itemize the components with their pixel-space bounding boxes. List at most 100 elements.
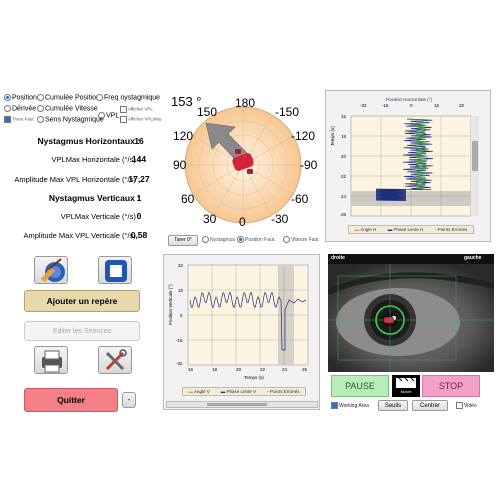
radio-nystagmus[interactable]: Nystagmus [202, 236, 235, 243]
vert-scrollbar[interactable] [166, 401, 318, 408]
print-button[interactable] [34, 346, 68, 374]
option-cumulee-vitesse[interactable]: Cumulée Vitesse [37, 105, 98, 112]
polar-label-minus60: -60 [291, 192, 309, 206]
vert-chart-xlabel: Temps (s) [244, 375, 264, 380]
horiz-xtick: -16 [382, 103, 389, 108]
vert-ytick: -32 [176, 361, 183, 366]
horiz-ytick: 22 [341, 174, 347, 179]
legend-item: ▬ Phase Lente V [220, 389, 257, 394]
checkbox-trace-faut[interactable]: Trace Faut [4, 116, 34, 123]
minus-button[interactable]: - [122, 392, 136, 408]
vert-xtick: 20 [236, 367, 242, 372]
amplitude-horizontale-value: 17,27 [128, 174, 150, 184]
vert-legend: ▬ Angle V ▬ Phase Lente V ▪ Points Erron… [182, 387, 306, 396]
seuils-button[interactable]: Seuils [378, 400, 408, 411]
horiz-ytick: 20 [341, 154, 347, 159]
ajouter-repere-button[interactable]: Ajouter un repère [24, 290, 140, 312]
vplmax-verticale-value: 0 [136, 211, 142, 221]
polar-label-0: 0 [239, 215, 246, 229]
radio-position-faut[interactable]: Position Faut. [237, 236, 276, 243]
horiz-ytick: 26 [341, 212, 347, 217]
legend-item: ▪ Points Erronés [434, 227, 468, 232]
eye-video [328, 264, 494, 372]
vertical-chart-panel: Position Verticale (°) Temps (s) 32 16 0… [163, 254, 320, 410]
settings-button[interactable] [98, 346, 132, 374]
stop-button[interactable]: STOP [422, 375, 480, 397]
quitter-button[interactable]: Quitter [24, 388, 118, 412]
amplitude-horizontale-label: Amplitude Max VPL Horizontale (°/s) : [14, 175, 140, 184]
vert-ytick: 0 [180, 313, 183, 318]
clear-button[interactable] [34, 256, 68, 284]
horiz-xtick: -32 [360, 103, 367, 108]
amplitude-verticale-label: Amplitude Max VPL Verticale (°/s) : [23, 231, 140, 240]
option-sens-nystagmique[interactable]: Sens Nystagmique [37, 116, 104, 123]
vert-ytick: 32 [178, 263, 184, 268]
legend-item: ▪ Points Erronés [267, 389, 300, 394]
vert-ytick: -16 [176, 338, 183, 343]
scrollbar-thumb[interactable] [207, 403, 267, 406]
radio-icon [98, 112, 105, 119]
horizontal-chart-panel: Position Horizontale (°) Temps (s) -32 -… [325, 90, 491, 242]
horiz-xtick: 16 [434, 103, 440, 108]
radio-icon [37, 116, 44, 123]
radio-icon [96, 94, 103, 101]
option-vpl[interactable]: VPL [98, 112, 119, 119]
checkbox-video[interactable]: Vidéo [456, 402, 477, 409]
horiz-chart [350, 115, 479, 217]
polar-label-minus120: -120 [291, 129, 316, 143]
radio-icon [37, 105, 44, 112]
vplmax-horizontale-value: 144 [131, 154, 147, 164]
centrer-button[interactable]: Centrer [412, 400, 448, 411]
checkbox-working-area[interactable]: Working Area [331, 402, 369, 409]
vert-ytick: 16 [178, 288, 184, 293]
option-freq-nystagmique[interactable]: Freq nystagmique [96, 94, 160, 101]
editer-seances-button[interactable]: Editer les Seances [24, 321, 140, 341]
vplmax-horizontale-label: VPLMax Horizontale (°/s) : [51, 155, 140, 164]
tarer-button[interactable]: Tarer 0° [168, 235, 198, 246]
radio-icon [4, 105, 11, 112]
video-panel: droite gauche [328, 254, 494, 372]
nystagmus-verticaux-value: 1 [136, 193, 142, 203]
legend-item: ▬ Angle V [188, 389, 210, 394]
radio-icon [37, 94, 44, 101]
movie-logo: Movie [392, 375, 420, 397]
checkbox-icon [456, 402, 463, 409]
polar-label-180: 180 [235, 96, 256, 110]
horiz-chart-title: Position Horizontale (°) [386, 97, 433, 102]
horiz-legend: ▬ Angle H ▬ Phase Lente H ▪ Points Erron… [348, 225, 474, 234]
horiz-ytick: 16 [341, 114, 347, 119]
checkbox-afficher-vpl[interactable]: Afficher VPL [120, 106, 153, 113]
vert-xtick: 24 [282, 367, 288, 372]
pause-button[interactable]: PAUSE [331, 375, 389, 397]
radio-icon [237, 236, 244, 243]
nystagmus-horizontaux-label: Nystagmus Horizontaux : [37, 136, 141, 146]
horiz-ytick: 18 [341, 134, 347, 139]
legend-item: ▬ Phase Lente H [387, 227, 424, 232]
broom-icon [41, 258, 65, 282]
legend-item: ▬ Angle H [354, 227, 377, 232]
video-label-gauche: gauche [464, 255, 482, 261]
vplmax-verticale-label: VPLMax Verticale (°/s) : [60, 212, 140, 221]
option-derivee[interactable]: Dérivée [4, 105, 36, 112]
checkbox-afficher-vplmoy[interactable]: Afficher VPLMoy [120, 116, 161, 123]
vert-xtick: 18 [212, 367, 218, 372]
checkbox-icon [120, 116, 127, 123]
option-cumulee-position[interactable]: Cumulée Position [37, 94, 100, 101]
nystagmus-verticaux-label: Nystagmus Verticaux : [48, 193, 140, 203]
radio-icon [202, 236, 209, 243]
horiz-ytick: 24 [341, 194, 347, 199]
checkbox-icon [120, 106, 127, 113]
horiz-xtick: 0 [410, 103, 413, 108]
video-label-droite: droite [331, 255, 345, 261]
radio-icon [283, 236, 290, 243]
clapperboard-icon [396, 377, 416, 388]
tools-icon [105, 349, 127, 371]
radio-vitesse-faut[interactable]: Vitesse Faut [283, 236, 319, 243]
radio-icon [4, 94, 11, 101]
polar-label-150: 150 [197, 105, 218, 119]
polar-panel: 153 ° 180 -150 150 -120 120 -90 90 -60 6… [163, 89, 321, 229]
polar-chart [184, 106, 302, 224]
option-position[interactable]: Position [4, 94, 37, 101]
vert-chart [187, 264, 309, 366]
stop-record-button[interactable] [98, 256, 132, 284]
